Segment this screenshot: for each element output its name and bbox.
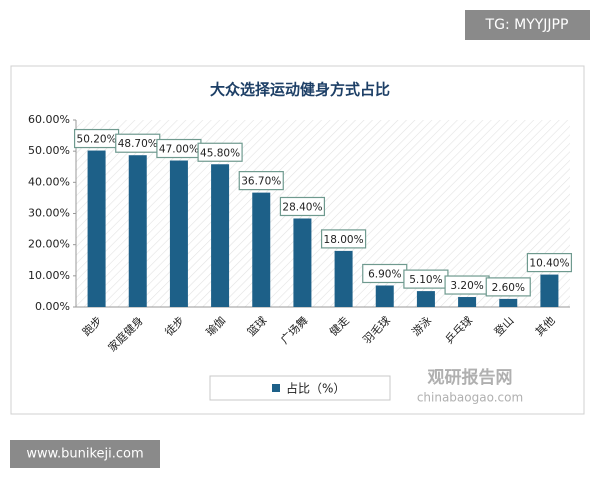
value-label-box	[279, 196, 326, 217]
value-label-box	[320, 229, 367, 249]
bar	[375, 285, 394, 307]
value-label: 5.10%	[409, 274, 442, 286]
bar	[293, 218, 312, 307]
legend-label: 占比（%）	[286, 381, 345, 396]
watermark-brand: 观研报告网	[427, 367, 513, 388]
value-label: 47.00%	[159, 144, 199, 156]
bar	[128, 155, 147, 307]
value-label: 3.20%	[450, 280, 483, 292]
watermark-site: chinabaogao.com	[417, 391, 523, 405]
value-label: 6.90%	[368, 268, 401, 280]
bar	[211, 164, 230, 307]
y-tick-label: 0.00%	[35, 300, 70, 313]
value-label: 10.40%	[529, 258, 569, 270]
bar	[87, 150, 106, 307]
y-tick-label: 40.00%	[28, 175, 70, 188]
value-label-box	[197, 142, 243, 162]
value-label: 50.20%	[77, 134, 117, 146]
value-label-box	[238, 171, 284, 191]
y-tick-label: 50.00%	[28, 144, 70, 157]
y-tick-label: 30.00%	[28, 207, 70, 220]
legend-box	[209, 375, 391, 401]
bar	[458, 297, 477, 307]
y-tick-label: 10.00%	[28, 269, 70, 282]
footer-box	[10, 440, 160, 468]
value-label: 18.00%	[324, 234, 364, 246]
value-label: 2.60%	[492, 282, 525, 294]
tag-text: TG: MYYJJPP	[485, 17, 569, 33]
value-label-box	[485, 277, 531, 297]
legend-swatch	[272, 384, 280, 392]
bar	[169, 160, 188, 307]
bar	[252, 192, 271, 307]
y-tick-label: 20.00%	[28, 238, 70, 251]
chart-title: 大众选择运动健身方式占比	[210, 81, 390, 99]
tag-box	[465, 10, 590, 40]
y-tick-label: 60.00%	[28, 113, 70, 126]
bar	[499, 298, 518, 307]
value-label: 36.70%	[241, 176, 281, 188]
footer-text: www.bunikeji.com	[26, 447, 143, 462]
value-label: 48.70%	[118, 138, 158, 150]
bar	[540, 274, 559, 307]
bar	[334, 250, 353, 307]
value-label: 45.80%	[200, 147, 240, 159]
value-label-box	[526, 252, 573, 273]
value-label: 28.40%	[282, 201, 322, 213]
bar	[416, 291, 435, 307]
